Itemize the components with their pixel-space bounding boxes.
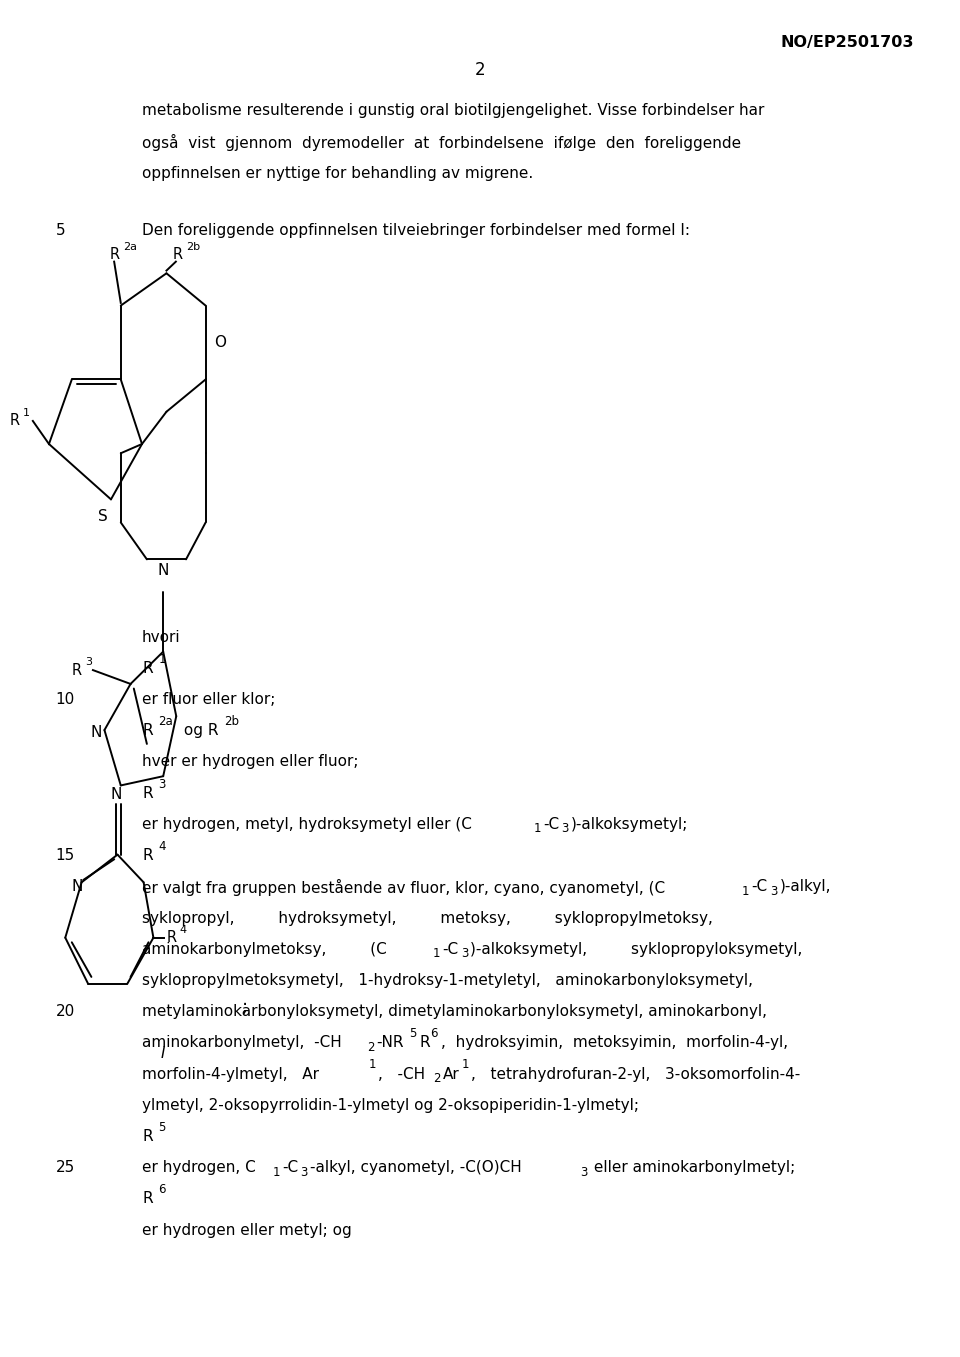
Text: er hydrogen, metyl, hydroksymetyl eller (C: er hydrogen, metyl, hydroksymetyl eller … — [142, 817, 472, 832]
Text: 2b: 2b — [224, 715, 239, 729]
Text: 3: 3 — [300, 1166, 308, 1179]
Text: 1: 1 — [433, 947, 441, 961]
Text: R: R — [142, 848, 153, 863]
Text: 20: 20 — [56, 1004, 75, 1019]
Text: N: N — [90, 725, 102, 740]
Text: eller aminokarbonylmetyl;: eller aminokarbonylmetyl; — [589, 1160, 796, 1175]
Text: aminokarbonylmetyl,  -CH: aminokarbonylmetyl, -CH — [142, 1035, 342, 1050]
Text: ,   -CH: , -CH — [378, 1067, 425, 1082]
Text: )-alkoksymetyl;: )-alkoksymetyl; — [571, 817, 688, 832]
Text: syklopropylmetoksymetyl,   1-hydroksy-1-metyletyl,   aminokarbonyloksymetyl,: syklopropylmetoksymetyl, 1-hydroksy-1-me… — [142, 973, 753, 988]
Text: 5: 5 — [158, 1121, 166, 1134]
Text: 5: 5 — [56, 223, 65, 237]
Text: )-alkoksymetyl,         syklopropyloksymetyl,: )-alkoksymetyl, syklopropyloksymetyl, — [470, 942, 803, 957]
Text: 3: 3 — [461, 947, 468, 961]
Text: -C: -C — [543, 817, 560, 832]
Text: 15: 15 — [56, 848, 75, 863]
Text: ;: ; — [242, 997, 248, 1016]
Text: -NR: -NR — [376, 1035, 404, 1050]
Text: -C: -C — [282, 1160, 299, 1175]
Text: 3: 3 — [85, 657, 92, 666]
Text: R: R — [142, 786, 153, 801]
Text: 1: 1 — [742, 885, 750, 898]
Text: 2: 2 — [367, 1041, 374, 1054]
Text: NO/EP2501703: NO/EP2501703 — [780, 35, 914, 50]
Text: 3: 3 — [580, 1166, 588, 1179]
Text: )-alkyl,: )-alkyl, — [780, 879, 831, 894]
Text: S: S — [98, 509, 108, 524]
Text: 1: 1 — [462, 1058, 469, 1072]
Text: 1: 1 — [534, 822, 541, 836]
Text: 1: 1 — [23, 408, 30, 418]
Text: 2b: 2b — [186, 242, 201, 251]
Text: er valgt fra gruppen bestående av fluor, klor, cyano, cyanometyl, (C: er valgt fra gruppen bestående av fluor,… — [142, 879, 665, 897]
Text: 4: 4 — [180, 924, 187, 935]
Text: 10: 10 — [56, 692, 75, 707]
Text: Ar: Ar — [443, 1067, 459, 1082]
Text: ,   tetrahydrofuran-2-yl,   3-oksomorfolin-4-: , tetrahydrofuran-2-yl, 3-oksomorfolin-4… — [471, 1067, 801, 1082]
Text: -alkyl, cyanometyl, -C(O)CH: -alkyl, cyanometyl, -C(O)CH — [310, 1160, 522, 1175]
Text: 6: 6 — [158, 1183, 166, 1197]
Text: R: R — [142, 1129, 153, 1144]
Text: 25: 25 — [56, 1160, 75, 1175]
Text: og R: og R — [179, 723, 218, 738]
Text: R: R — [109, 247, 119, 262]
Text: 1: 1 — [369, 1058, 376, 1072]
Text: 3: 3 — [158, 778, 166, 791]
Text: 2: 2 — [433, 1072, 441, 1086]
Text: R: R — [72, 662, 82, 677]
Text: er fluor eller klor;: er fluor eller klor; — [142, 692, 276, 707]
Text: 3: 3 — [562, 822, 569, 836]
Text: R: R — [142, 1191, 153, 1206]
Text: R: R — [173, 247, 183, 262]
Text: N: N — [71, 879, 83, 894]
Text: I: I — [161, 1045, 165, 1061]
Text: metabolisme resulterende i gunstig oral biotilgjengelighet. Visse forbindelser h: metabolisme resulterende i gunstig oral … — [142, 103, 764, 118]
Text: R: R — [142, 723, 153, 738]
Text: O: O — [214, 335, 226, 350]
Text: Den foreliggende oppfinnelsen tilveiebringer forbindelser med formel I:: Den foreliggende oppfinnelsen tilveiebri… — [142, 223, 690, 237]
Text: oppfinnelsen er nyttige for behandling av migrene.: oppfinnelsen er nyttige for behandling a… — [142, 166, 534, 180]
Text: er hydrogen, C: er hydrogen, C — [142, 1160, 255, 1175]
Text: R: R — [10, 414, 20, 429]
Text: 3: 3 — [770, 885, 778, 898]
Text: 4: 4 — [158, 840, 166, 854]
Text: 2: 2 — [474, 61, 486, 79]
Text: -C: -C — [443, 942, 459, 957]
Text: 6: 6 — [430, 1027, 438, 1041]
Text: aminokarbonylmetoksy,         (C: aminokarbonylmetoksy, (C — [142, 942, 387, 957]
Text: 1: 1 — [273, 1166, 280, 1179]
Text: er hydrogen eller metyl; og: er hydrogen eller metyl; og — [142, 1223, 351, 1238]
Text: også  vist  gjennom  dyremodeller  at  forbindelsene  ifølge  den  foreliggende: også vist gjennom dyremodeller at forbin… — [142, 134, 741, 152]
Text: R: R — [142, 661, 153, 676]
Text: ,  hydroksyimin,  metoksyimin,  morfolin-4-yl,: , hydroksyimin, metoksyimin, morfolin-4-… — [441, 1035, 788, 1050]
Text: -C: -C — [752, 879, 768, 894]
Text: R: R — [420, 1035, 430, 1050]
Text: hvori: hvori — [142, 630, 180, 645]
Text: N: N — [157, 563, 169, 578]
Text: 5: 5 — [409, 1027, 417, 1041]
Text: morfolin-4-ylmetyl,   Ar: morfolin-4-ylmetyl, Ar — [142, 1067, 319, 1082]
Text: R: R — [166, 930, 177, 946]
Text: syklopropyl,         hydroksymetyl,         metoksy,         syklopropylmetoksy,: syklopropyl, hydroksymetyl, metoksy, syk… — [142, 911, 713, 925]
Text: hver er hydrogen eller fluor;: hver er hydrogen eller fluor; — [142, 754, 359, 769]
Text: 1: 1 — [158, 653, 166, 666]
Text: N: N — [110, 787, 122, 802]
Text: 2a: 2a — [123, 242, 136, 251]
Text: ylmetyl, 2-oksopyrrolidin-1-ylmetyl og 2-oksopiperidin-1-ylmetyl;: ylmetyl, 2-oksopyrrolidin-1-ylmetyl og 2… — [142, 1098, 639, 1113]
Text: 2a: 2a — [158, 715, 173, 729]
Text: metylaminokarbonyloksymetyl, dimetylaminokarbonyloksymetyl, aminokarbonyl,: metylaminokarbonyloksymetyl, dimetylamin… — [142, 1004, 767, 1019]
